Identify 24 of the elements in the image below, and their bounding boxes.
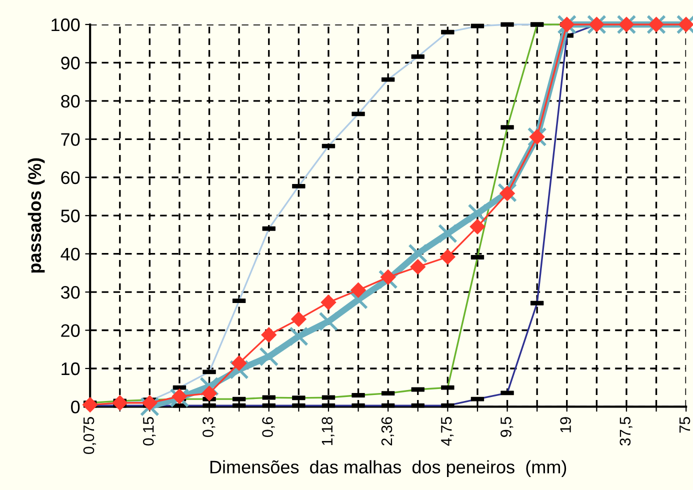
- x-tick-label: 0,075: [83, 417, 96, 454]
- x-tick-label: 1,18: [322, 417, 334, 445]
- y-tick-label: 20: [61, 324, 80, 337]
- y-tick-label: 100: [52, 18, 80, 32]
- x-tick-label: 37,5: [620, 417, 632, 446]
- x-tick-label: 4,75: [441, 417, 454, 446]
- y-tick-label: 0: [71, 400, 80, 414]
- y-tick-label: 90: [61, 56, 80, 70]
- y-tick-label: 80: [61, 94, 80, 108]
- y-tick-label: 40: [60, 248, 80, 261]
- x-tick-label: 75: [680, 417, 690, 433]
- x-tick-label: 0,3: [202, 417, 216, 438]
- y-tick-label: 50: [61, 210, 80, 222]
- y-tick-label: 60: [61, 171, 80, 184]
- x-tick-label: 0,6: [262, 417, 275, 438]
- y-tick-label: 70: [61, 133, 80, 146]
- x-tick-label: 9,5: [500, 417, 514, 437]
- x-tick-label: 0,15: [142, 417, 156, 446]
- y-tick-label: 10: [62, 362, 80, 376]
- x-tick-label: 19: [560, 417, 571, 432]
- y-tick-label: 30: [60, 286, 80, 299]
- x-axis-title: Dimensões das malhas dos peneiros (mm): [210, 460, 566, 478]
- x-tick-label: 2,36: [381, 417, 394, 446]
- y-axis-title: passados (%): [28, 158, 45, 273]
